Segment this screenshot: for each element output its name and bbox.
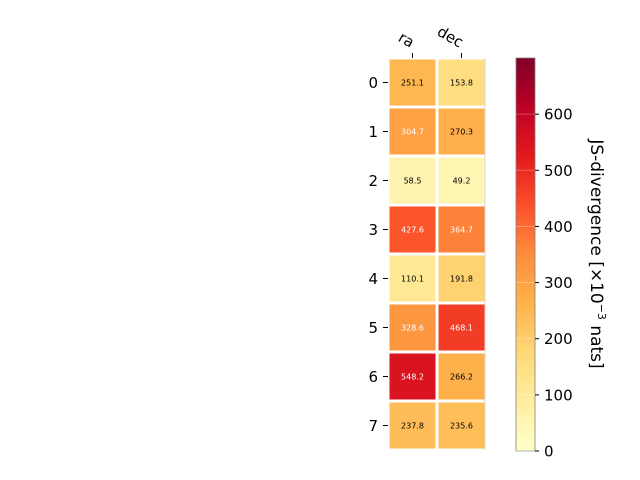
cell-value-label: 153.8 xyxy=(450,79,473,88)
cell-value-label: 548.2 xyxy=(401,373,424,382)
cell-value-label: 237.8 xyxy=(401,422,424,431)
column-tick-labels: ra dec xyxy=(395,22,467,58)
cell-value-label: 427.6 xyxy=(401,226,424,235)
colorbar-label-exponent: −3 xyxy=(595,304,608,320)
cell-value-label: 251.1 xyxy=(401,79,424,88)
row-tick-label: 4 xyxy=(368,270,378,288)
colorbar: 0 100 200 300 400 500 600 xyxy=(515,57,573,461)
cell-value-label: 110.1 xyxy=(401,275,424,284)
row-tick-label: 7 xyxy=(368,417,378,435)
colorbar-tick-label: 0 xyxy=(544,443,554,461)
heatmap-cell xyxy=(435,105,488,158)
column-tick-label: dec xyxy=(434,22,466,51)
heatmap-cell xyxy=(435,154,488,207)
row-tick-label: 1 xyxy=(368,123,378,141)
row-tick-labels: 0 1 2 3 4 5 6 7 xyxy=(368,74,388,435)
heatmap-cell xyxy=(435,399,488,452)
colorbar-label: JS-divergence [×10−3 nats] xyxy=(586,138,608,368)
heatmap-grid: 251.1 153.8 304.7 270.3 58.5 49.2 427.6 364.7 11… xyxy=(386,56,488,452)
cell-value-label: 468.1 xyxy=(450,324,473,333)
colorbar-tick-label: 600 xyxy=(544,106,573,124)
cell-value-label: 191.8 xyxy=(450,275,473,284)
colorbar-tick-label: 400 xyxy=(544,218,573,236)
colorbar-tick-label: 100 xyxy=(544,386,573,404)
row-tick-label: 2 xyxy=(368,172,378,190)
cell-value-label: 266.2 xyxy=(450,373,473,382)
colorbar-tick-label: 300 xyxy=(544,274,573,292)
colorbar-gradient xyxy=(515,57,536,452)
row-tick-label: 0 xyxy=(368,74,378,92)
colorbar-label-prefix: JS-divergence [×10 xyxy=(586,138,606,303)
row-tick-label: 5 xyxy=(368,319,378,337)
row-tick-label: 6 xyxy=(368,368,378,386)
colorbar-tick-label: 500 xyxy=(544,162,573,180)
column-tick-label: ra xyxy=(395,28,417,51)
colorbar-tick-label: 200 xyxy=(544,330,573,348)
heatmap-cell xyxy=(435,252,488,305)
cell-value-label: 364.7 xyxy=(450,226,473,235)
cell-value-label: 304.7 xyxy=(401,128,424,137)
cell-value-label: 328.6 xyxy=(401,324,424,333)
row-tick-label: 3 xyxy=(368,221,378,239)
cell-value-label: 235.6 xyxy=(450,422,473,431)
cell-value-label: 270.3 xyxy=(450,128,473,137)
colorbar-label-suffix: nats] xyxy=(586,320,606,369)
cell-value-label: 58.5 xyxy=(404,177,422,186)
heatmap-cell xyxy=(435,203,488,256)
cell-value-label: 49.2 xyxy=(453,177,471,186)
